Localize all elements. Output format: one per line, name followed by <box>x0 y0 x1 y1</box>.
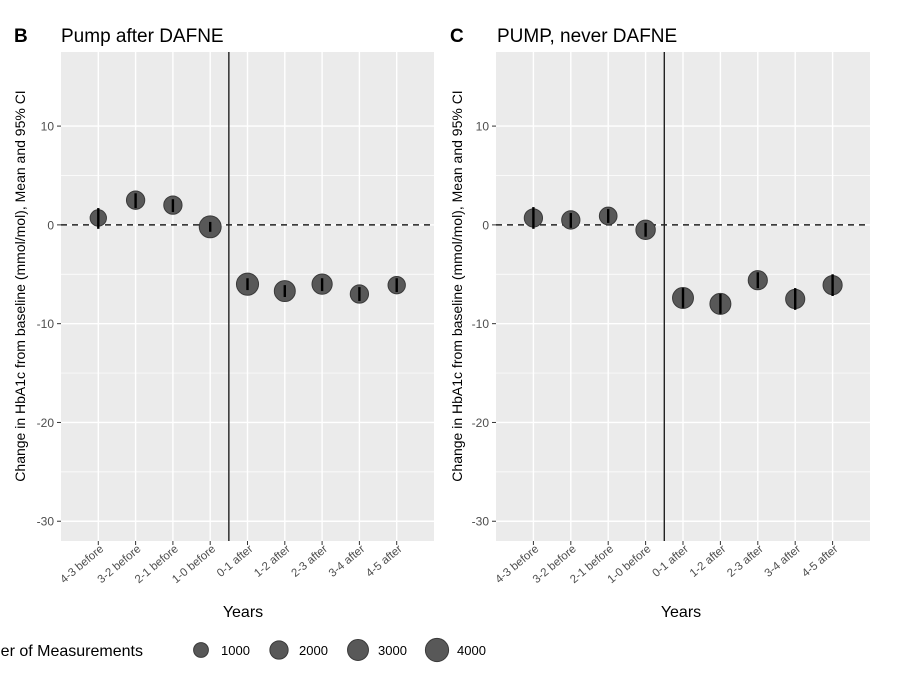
x-tick-label: 2-3 after <box>725 543 766 580</box>
y-tick-label: 0 <box>482 218 489 232</box>
y-tick-label: 0 <box>47 218 54 232</box>
legend-key-4000 <box>424 637 450 663</box>
legend-label: 3000 <box>378 643 407 658</box>
y-tick-label: -20 <box>37 416 55 430</box>
x-tick-label: 0-1 after <box>650 543 691 580</box>
panel-title: PUMP, never DAFNE <box>497 26 677 47</box>
panel-letter: C <box>450 26 464 47</box>
legend-key-2000 <box>269 640 289 660</box>
x-tick-label: 1-2 after <box>688 543 729 580</box>
legend-label: 1000 <box>221 643 250 658</box>
panel-title: Pump after DAFNE <box>61 26 224 47</box>
x-axis-title: Years <box>661 604 701 621</box>
x-tick-label: 1-2 after <box>252 543 293 580</box>
y-axis-title: Change in HbA1c from baseline (mmol/mol)… <box>12 90 28 481</box>
legend-key-3000 <box>347 639 369 661</box>
y-tick-label: -10 <box>472 317 490 331</box>
y-tick-label: -30 <box>37 515 55 529</box>
y-axis-title: Change in HbA1c from baseline (mmol/mol)… <box>449 90 465 481</box>
legend-title: Number of Measurements <box>0 643 143 660</box>
panel-b: B Pump after DAFNE 100-10-20-304-3 befor… <box>12 26 434 621</box>
x-tick-label: 4-5 after <box>800 543 841 580</box>
x-tick-label: 3-4 after <box>763 543 804 580</box>
x-tick-label: 3-4 after <box>327 543 368 580</box>
panel-c: C PUMP, never DAFNE 100-10-20-304-3 befo… <box>449 26 870 621</box>
x-axis-title: Years <box>223 604 263 621</box>
y-tick-label: -10 <box>37 317 55 331</box>
legend-key-1000 <box>193 642 209 658</box>
legend: Number of Measurements 1000 2000 3000 4000 <box>0 637 486 663</box>
y-tick-label: -30 <box>472 515 490 529</box>
panel-letter: B <box>14 26 28 47</box>
x-tick-label: 2-3 after <box>290 543 331 580</box>
y-tick-label: 10 <box>41 120 55 134</box>
x-tick-label: 4-5 after <box>364 543 405 580</box>
legend-label: 2000 <box>299 643 328 658</box>
y-tick-label: -20 <box>472 416 490 430</box>
y-tick-label: 10 <box>476 120 490 134</box>
legend-keys: 1000 2000 3000 4000 <box>193 637 486 663</box>
legend-label: 4000 <box>457 643 486 658</box>
x-tick-label: 0-1 after <box>215 543 256 580</box>
